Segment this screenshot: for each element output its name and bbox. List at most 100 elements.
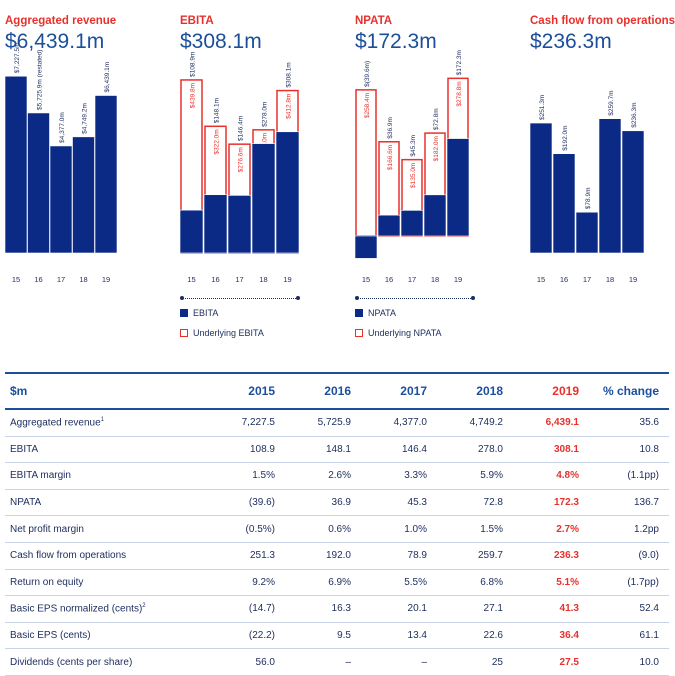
x-tick-label: 16 xyxy=(385,275,393,284)
table-cell: 22.6 xyxy=(437,622,513,650)
panel-cash-flow: Cash flow from operations $236.3m $251.3… xyxy=(529,0,675,350)
column-header-label: $m xyxy=(5,372,201,410)
bar-data-label: $5,725.9m (restated) xyxy=(37,50,44,110)
table-row: NPATA (39.6) 36.9 45.3 72.8 172.3 136.7 xyxy=(5,489,669,517)
row-label: Basic EPS (cents) xyxy=(5,622,201,650)
underlying-data-label: $412.8m xyxy=(286,94,293,119)
x-tick-label: 15 xyxy=(537,275,545,284)
table-row: Dividends (cents per share) 56.0– –25 27.5 1… xyxy=(5,648,669,676)
legend-divider xyxy=(355,296,475,300)
cash-flow-chart: $251.3m $192.0m $78.9m $259.7m $236.3m 15 16 17… xyxy=(529,90,645,284)
bar xyxy=(552,153,576,254)
bar-data-label: $36.9m xyxy=(387,117,394,139)
table-cell: 52.4 xyxy=(589,595,669,623)
npata-chart: $258.4m $166.6m $135.0m $182.0m $278.8m $(39.… xyxy=(354,50,470,284)
table-row: Basic EPS normalized (cents)2 (14.7) 16.3 2… xyxy=(5,595,669,623)
row-label: Return on equity xyxy=(5,569,201,597)
npata-legend: NPATA Underlying NPATA xyxy=(355,306,442,346)
underlying-data-label: $278.8m xyxy=(456,81,463,106)
headline-value: $236.3m xyxy=(530,30,612,53)
row-label: NPATA xyxy=(5,489,201,517)
chart-title: Aggregated revenue xyxy=(5,15,117,27)
bar-data-label: $6,439.1m xyxy=(104,62,111,93)
bar-data-label: $251.3m xyxy=(539,95,546,120)
bar xyxy=(575,211,599,254)
underlying-data-label: $182.0m xyxy=(433,136,440,161)
x-tick-label: 18 xyxy=(259,275,267,284)
bar-data-label: $4,749.2m xyxy=(82,103,89,134)
column-header: 2015 xyxy=(201,372,285,410)
table-cell: 3.3% xyxy=(361,462,437,490)
table-cell: 4,377.0 xyxy=(361,409,437,437)
table-cell: 13.4 xyxy=(361,622,437,650)
table-cell: 45.3 xyxy=(361,489,437,517)
legend-label: Underlying EBITA xyxy=(193,327,264,338)
table-cell: 236.3 xyxy=(513,542,589,570)
bar xyxy=(598,118,622,254)
bar-data-label: $236.3m xyxy=(631,103,638,128)
table-cell: (39.6) xyxy=(201,489,285,517)
x-tick-label: 19 xyxy=(629,275,637,284)
table-cell: 5.5% xyxy=(361,569,437,597)
row-label: EBITA xyxy=(5,436,201,464)
table-row: Cash flow from operations 251.3 192.0 78.9 2… xyxy=(5,542,669,570)
table-cell: 4,749.2 xyxy=(437,409,513,437)
column-header: 2018 xyxy=(437,372,513,410)
bar-data-label: $108.9m xyxy=(190,52,197,77)
table-cell: 1.0% xyxy=(361,515,437,543)
table-cell: 2.7% xyxy=(513,515,589,543)
x-tick-label: 19 xyxy=(102,275,110,284)
underlying-data-label: $439.8m xyxy=(190,83,197,108)
x-tick-label: 15 xyxy=(12,275,20,284)
bar xyxy=(354,235,378,259)
table-cell: 136.7 xyxy=(589,489,669,517)
bar-data-label: $192.0m xyxy=(562,125,569,150)
table-cell: (22.2) xyxy=(201,622,285,650)
underlying-data-label: $322.0m xyxy=(214,129,221,154)
table-cell: 27.1 xyxy=(437,595,513,623)
x-tick-label: 16 xyxy=(560,275,568,284)
panel-aggregated-revenue: Aggregated revenue $6,439.1m $7,227.5m $5… xyxy=(4,0,118,350)
table-row: Basic EPS (cents) (22.2) 9.5 13.4 22.6 36.4 61… xyxy=(5,622,669,650)
table-row: Net profit margin (0.5%) 0.6% 1.0% 1.5% 2.7% 1… xyxy=(5,515,669,543)
table-cell: 6.9% xyxy=(285,569,361,597)
table-cell: 9.2% xyxy=(201,569,285,597)
ebita-chart: $439.8m$322.0m$276.6m$313.0m$412.8m$108.… xyxy=(179,52,300,284)
legend-item: Underlying NPATA xyxy=(355,326,442,339)
table-cell: 72.8 xyxy=(437,489,513,517)
bar xyxy=(400,210,424,237)
x-tick-label: 18 xyxy=(79,275,87,284)
table-cell: 61.1 xyxy=(589,622,669,650)
headline-value: $308.1m xyxy=(180,30,262,53)
table-row: Aggregated revenue1 7,227.5 5,725.9 4,377.0… xyxy=(5,409,669,437)
table-cell: 308.1 xyxy=(513,436,589,464)
table-cell: 251.3 xyxy=(201,542,285,570)
underlying-data-label: $135.0m xyxy=(410,163,417,188)
bar xyxy=(179,209,204,254)
table-cell: (9.0) xyxy=(589,542,669,570)
headline-value: $172.3m xyxy=(355,30,437,53)
table-cell: (1.7pp) xyxy=(589,569,669,597)
bar-data-label: $172.3m xyxy=(456,50,463,75)
row-label: Dividends (cents per share) xyxy=(5,648,201,676)
legend-swatch xyxy=(180,308,188,317)
table-cell: 9.5 xyxy=(285,622,361,650)
row-label: Cash flow from operations xyxy=(5,542,201,570)
legend-label: EBITA xyxy=(193,307,219,318)
table-cell: 10.8 xyxy=(589,436,669,464)
bar xyxy=(377,214,401,237)
bar-data-label: $278.0m xyxy=(262,102,269,127)
table-cell: 146.4 xyxy=(361,436,437,464)
table-cell: – xyxy=(361,648,437,676)
table-cell: 25 xyxy=(437,648,513,676)
ebita-legend: EBITA Underlying EBITA xyxy=(180,306,264,346)
underlying-data-label: $276.6m xyxy=(238,147,245,172)
bar-data-label: $308.1m xyxy=(286,62,293,87)
table-cell: 108.9 xyxy=(201,436,285,464)
table-cell: 1.5% xyxy=(201,462,285,490)
table-cell: (14.7) xyxy=(201,595,285,623)
bar-data-label: $78.9m xyxy=(585,188,592,210)
chart-title: Cash flow from operations xyxy=(530,15,675,27)
table-cell: 36.9 xyxy=(285,489,361,517)
table-header-row: $m 2015 2016 2017 2018 2019% change xyxy=(5,372,669,410)
